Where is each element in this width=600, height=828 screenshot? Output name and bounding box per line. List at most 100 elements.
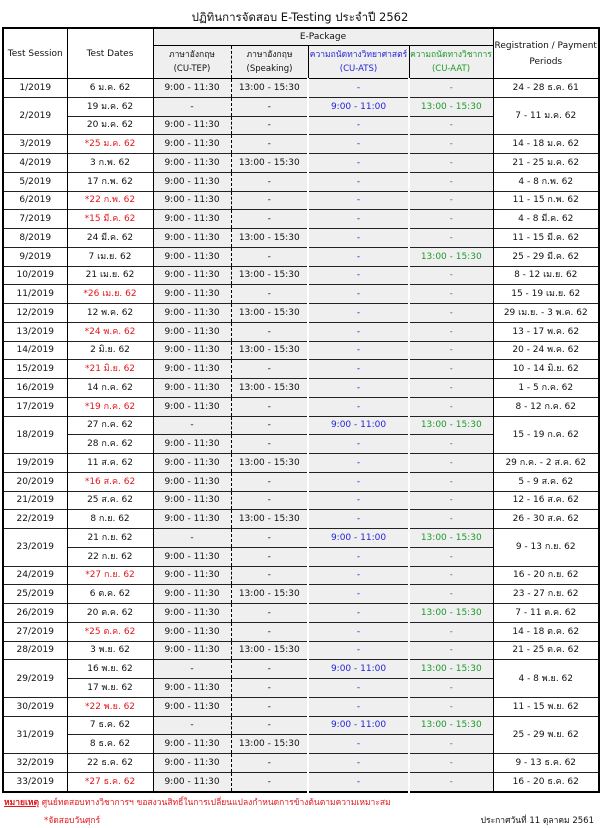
cu-ats-time-cell: 9:00 - 11:00	[307, 528, 410, 548]
speaking-time-cell: -	[231, 696, 309, 716]
cu-aat-time-cell: 13:00 - 15:30	[408, 415, 494, 435]
table-row: 22 ก.ย. 62 9:00 - 11:30- - -	[3, 546, 599, 566]
cu-ats-time-cell: -	[307, 265, 410, 285]
page-title: ปฏิทินการจัดสอบ E-Testing ประจำปี 2562	[191, 10, 409, 24]
session-cell: 28/2019	[2, 640, 68, 660]
test-date-cell: 22 ก.ย. 62	[66, 546, 154, 566]
footer-second-line: *จัดสอบวันศุกร์ ประกาศวันที่ 11 ตุลาคม 2…	[4, 815, 596, 828]
speaking-time-cell: -	[231, 284, 309, 304]
cu-ats-time-cell: -	[307, 396, 410, 416]
registration-period-cell: 9 - 13 ธ.ค. 62	[492, 753, 600, 773]
speaking-time-cell: -	[231, 678, 309, 698]
cu-tep-time-cell: 9:00 - 11:30	[152, 453, 232, 473]
test-date-cell: 8 ธ.ค. 62	[66, 734, 154, 754]
cu-aat-time-cell: -	[408, 321, 494, 341]
cu-ats-time-cell: 9:00 - 11:00	[307, 715, 410, 735]
registration-period-cell: 29 ก.ค. - 2 ส.ค. 62	[492, 453, 600, 473]
speaking-time-cell: 13:00 - 15:30	[231, 78, 309, 98]
note-label: หมายเหตุ	[4, 797, 39, 808]
speaking-time-cell: -	[231, 115, 309, 135]
exam-schedule-table: Test Session Test Dates E-Package Regist…	[2, 27, 600, 793]
cu-aat-time-cell: -	[408, 490, 494, 510]
header-cu-ats-thai: ความถนัดทางวิทยาศาสตร์	[309, 50, 408, 60]
table-row: 23/2019 21 ก.ย. 62- -9:00 - 11:00 13:00 - 1…	[2, 528, 600, 566]
speaking-time-cell: 13:00 - 15:30	[231, 378, 309, 398]
cu-tep-time-cell: -	[152, 528, 232, 548]
cu-tep-time-cell: 9:00 - 11:30	[152, 209, 232, 229]
test-date-cell: 3 พ.ย. 62	[66, 640, 154, 660]
cu-ats-time-cell: -	[307, 246, 410, 266]
cu-ats-time-cell: -	[307, 378, 410, 398]
cu-tep-time-cell: -	[152, 415, 232, 435]
speaking-time-cell: 13:00 - 15:30	[231, 228, 309, 248]
speaking-time-cell: -	[231, 246, 309, 266]
cu-tep-time-cell: 9:00 - 11:30	[152, 265, 232, 285]
test-date-cell: *24 พ.ค. 62	[66, 321, 154, 341]
test-date-cell: 25 ส.ค. 62	[66, 490, 154, 510]
session-cell: 14/2019	[2, 340, 68, 360]
table-row: 6/2019 *22 ก.พ. 62 9:00 - 11:30- - -11 - 15 …	[2, 190, 600, 210]
registration-period-cell: 13 - 17 พ.ค. 62	[492, 321, 600, 341]
registration-period-cell: 14 - 18 ต.ค. 62	[492, 621, 600, 641]
registration-period-cell: 8 - 12 เม.ย. 62	[492, 265, 600, 285]
cu-tep-time-cell: 9:00 - 11:30	[152, 340, 232, 360]
cu-ats-time-cell: -	[307, 303, 410, 323]
table-row: 28/2019 3 พ.ย. 62 9:00 - 11:30 13:00 - 15:3…	[2, 640, 600, 660]
cu-tep-time-cell: 9:00 - 11:30	[152, 546, 232, 566]
speaking-time-cell: -	[231, 134, 309, 154]
test-date-cell: *19 ก.ค. 62	[66, 396, 154, 416]
session-cell: 20/2019	[2, 471, 68, 491]
cu-tep-time-cell: 9:00 - 11:30	[152, 509, 232, 529]
registration-period-cell: 8 - 12 ก.ค. 62	[492, 396, 600, 416]
footer-note: หมายเหตุ ศูนย์ทดสอบทางวิชาการฯ ขอสงวนสิท…	[4, 797, 596, 810]
speaking-time-cell: -	[231, 96, 309, 116]
header-cu-aat: ความถนัดทางวิชาการ (CU-AAT)	[408, 45, 494, 79]
test-date-cell: 7 เม.ย. 62	[66, 246, 154, 266]
cu-aat-time-cell: -	[408, 546, 494, 566]
table-row: 12/2019 12 พ.ค. 62 9:00 - 11:30 13:00 - 15:…	[2, 303, 600, 323]
table-row: 25/2019 6 ต.ค. 62 9:00 - 11:30 13:00 - 15:3…	[2, 584, 600, 604]
header-speaking: ภาษาอังกฤษ (Speaking)	[231, 45, 309, 79]
registration-period-cell: 25 - 29 มี.ค. 62	[492, 246, 600, 266]
cu-aat-time-cell: 13:00 - 15:30	[408, 528, 494, 548]
cu-tep-time-cell: 9:00 - 11:30	[152, 753, 232, 773]
speaking-time-cell: 13:00 - 15:30	[231, 303, 309, 323]
registration-period-cell: 7 - 11 ม.ค. 62	[492, 96, 600, 135]
registration-period-cell: 5 - 9 ส.ค. 62	[492, 471, 600, 491]
cu-ats-time-cell: -	[307, 190, 410, 210]
table-row: 14/2019 2 มิ.ย. 62 9:00 - 11:30 13:00 - 15:…	[2, 340, 600, 360]
cu-ats-time-cell: -	[307, 565, 410, 585]
cu-ats-time-cell: -	[307, 771, 410, 792]
table-row: 19/2019 11 ส.ค. 62 9:00 - 11:30 13:00 - 15:…	[2, 453, 600, 473]
cu-aat-time-cell: -	[408, 134, 494, 154]
cu-aat-time-cell: -	[408, 434, 494, 454]
registration-period-cell: 24 - 28 ธ.ค. 61	[492, 78, 600, 98]
cu-ats-time-cell: 9:00 - 11:00	[307, 415, 410, 435]
session-cell: 26/2019	[2, 603, 68, 623]
test-date-cell: 6 ต.ค. 62	[66, 584, 154, 604]
table-row: 26/2019 20 ต.ค. 62 9:00 - 11:30- -13:00 - 1…	[2, 603, 600, 623]
header-registration: Registration / Payment Periods	[492, 27, 600, 79]
cu-aat-time-cell: -	[408, 153, 494, 173]
header-cu-tep-code: (CU-TEP)	[173, 64, 211, 74]
session-cell: 25/2019	[2, 584, 68, 604]
cu-tep-time-cell: -	[152, 659, 232, 679]
table-row: 7/2019 *15 มี.ค. 62 9:00 - 11:30- - -4 - 8 ม…	[2, 209, 600, 229]
cu-tep-time-cell: 9:00 - 11:30	[152, 378, 232, 398]
registration-period-cell: 21 - 25 ม.ค. 62	[492, 153, 600, 173]
cu-aat-time-cell: -	[408, 340, 494, 360]
session-cell: 7/2019	[2, 209, 68, 229]
cu-tep-time-cell: 9:00 - 11:30	[152, 678, 232, 698]
speaking-time-cell: -	[231, 434, 309, 454]
cu-tep-time-cell: 9:00 - 11:30	[152, 78, 232, 98]
cu-tep-time-cell: 9:00 - 11:30	[152, 359, 232, 379]
test-date-cell: *27 ธ.ค. 62	[66, 771, 154, 792]
registration-period-cell: 26 - 30 ส.ค. 62	[492, 509, 600, 529]
friday-note: *จัดสอบวันศุกร์	[44, 815, 101, 826]
speaking-time-cell: -	[231, 209, 309, 229]
header-test-session: Test Session	[2, 27, 68, 79]
table-row: 18/2019 27 ก.ค. 62- -9:00 - 11:00 13:00 - 1…	[2, 415, 600, 454]
header-e-package: E-Package	[152, 27, 494, 46]
cu-tep-time-cell: 9:00 - 11:30	[152, 303, 232, 323]
session-cell: 17/2019	[2, 396, 68, 416]
